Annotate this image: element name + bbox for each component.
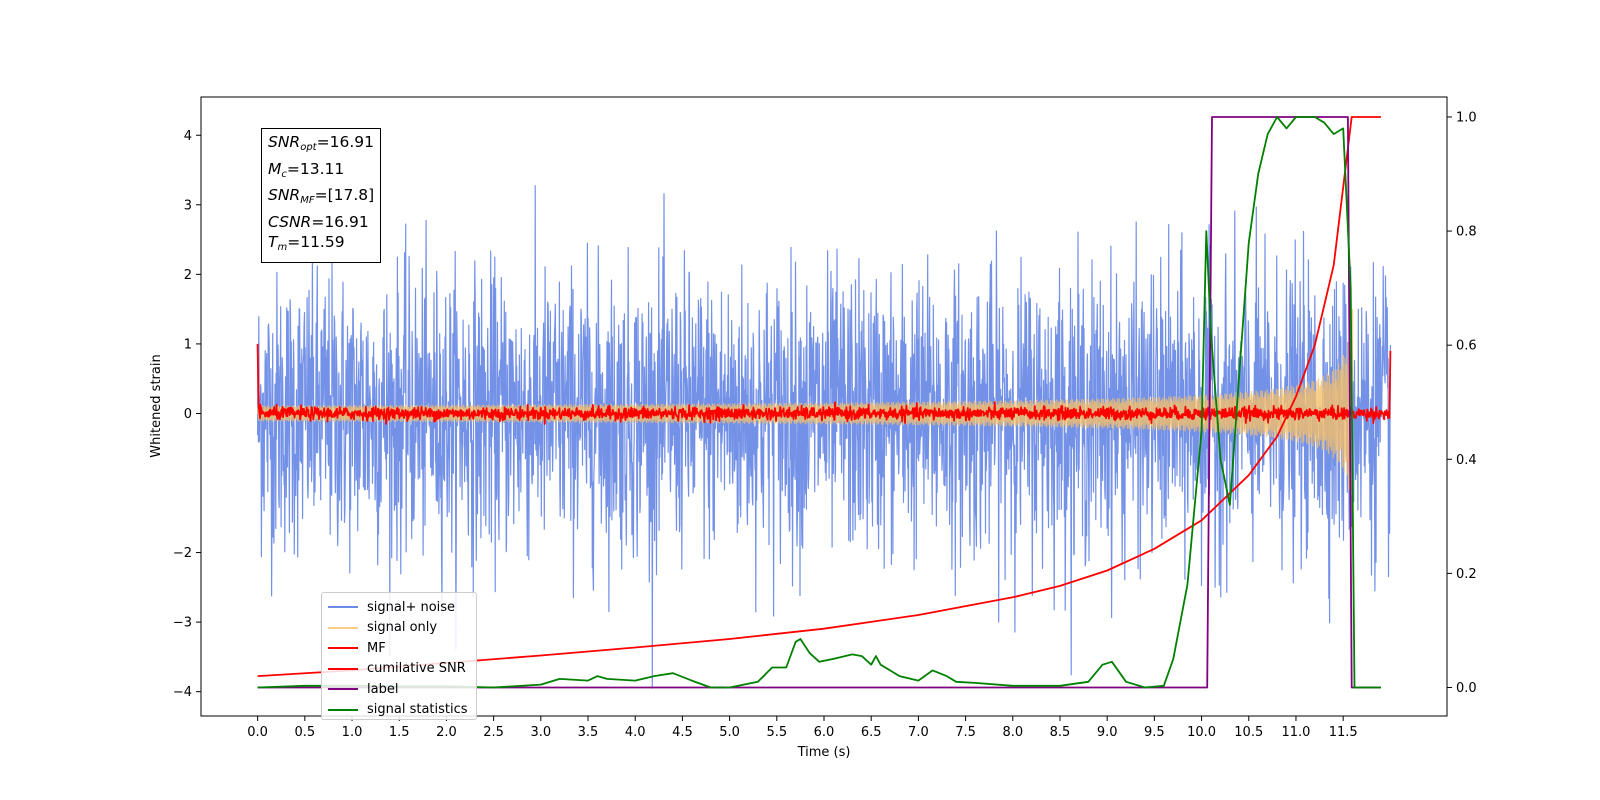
annotation-box: SNRopt=16.91 Mc=13.11 SNRMF=[17.8] CSNR=16.…	[261, 128, 382, 263]
annotation-symbol: SNR	[268, 133, 301, 151]
annotation-symbol: M	[268, 159, 282, 178]
legend-label: cumilative SNR	[367, 661, 466, 677]
annotation-symbol: CSNR	[268, 212, 312, 231]
series-signal-statistics	[257, 116, 1381, 689]
legend-label: label	[367, 681, 399, 697]
annotation-subscript: opt	[300, 142, 317, 153]
y2-tick-label: 0.8	[1456, 225, 1477, 240]
legend-item: cumilative SNR	[328, 659, 470, 680]
x-axis-ticks: 0.0 0.5 1.0 1.5 2.0 2.5 3.0 3.5 4.0 4.5 5.0 5.5 6.0 6…	[247, 716, 1358, 740]
annotation-value: =11.59	[287, 233, 345, 251]
y-tick-label: 4	[184, 129, 192, 144]
legend-swatch	[328, 606, 358, 609]
x-tick-label: 7.5	[955, 725, 976, 740]
legend-label: signal only	[367, 620, 438, 636]
annotation-subscript: MF	[300, 195, 315, 206]
y2-tick-label: 1.0	[1456, 110, 1477, 125]
x-tick-label: 6.5	[861, 725, 882, 740]
annotation-symbol: SNR	[268, 186, 301, 204]
legend-swatch	[328, 688, 358, 691]
legend-label: signal statistics	[367, 702, 468, 718]
x-tick-label: 10.0	[1187, 725, 1216, 740]
x-tick-label: 8.0	[1002, 725, 1023, 740]
x-tick-label: 9.0	[1097, 725, 1118, 740]
annotation-line: SNRMF=[17.8]	[268, 185, 374, 212]
y-tick-label: −4	[173, 685, 192, 700]
x-tick-label: 9.5	[1144, 725, 1165, 740]
legend-item: signal+ noise	[328, 597, 470, 618]
legend-item: MF	[328, 638, 470, 659]
annotation-symbol: T	[268, 233, 278, 251]
y2-tick-label: 0.0	[1456, 681, 1477, 696]
annotation-line: Tm=11.59	[268, 232, 374, 259]
x-axis-label: Time (s)	[797, 745, 851, 760]
annotation-value: =[17.8]	[314, 186, 375, 204]
legend-label: signal+ noise	[367, 599, 456, 615]
y2-tick-label: 0.4	[1456, 453, 1477, 468]
annotation-line: SNRopt=16.91	[268, 132, 374, 159]
x-tick-label: 3.5	[578, 725, 599, 740]
annotation-subscript: c	[281, 168, 287, 180]
legend-swatch	[328, 708, 358, 711]
annotation-line: Mc=13.11	[268, 159, 374, 186]
plot-area	[256, 116, 1392, 689]
x-tick-label: 11.5	[1329, 725, 1358, 740]
y-tick-label: −2	[173, 546, 192, 561]
annotation-line: CSNR=16.91	[268, 212, 374, 233]
y-tick-label: 2	[184, 268, 192, 283]
y2-tick-label: 0.2	[1456, 567, 1477, 582]
y2-tick-label: 0.6	[1456, 339, 1477, 354]
annotation-value: =13.11	[286, 159, 345, 178]
x-tick-label: 1.5	[389, 725, 410, 740]
x-tick-label: 2.0	[436, 725, 457, 740]
legend-swatch	[328, 667, 358, 670]
x-tick-label: 10.5	[1234, 725, 1263, 740]
annotation-value: =16.91	[311, 212, 369, 231]
annotation-subscript: m	[277, 242, 288, 253]
y-tick-label: −3	[173, 616, 192, 631]
y-axis-ticks: 4 3 2 1 0 −2 −3 −4	[173, 129, 201, 700]
y-tick-label: 0	[184, 407, 192, 422]
series-cumilative-snr	[257, 116, 1381, 677]
legend-item: label	[328, 679, 470, 700]
y-axis-label: Whitened strain	[149, 354, 164, 457]
x-tick-label: 2.5	[483, 725, 504, 740]
legend-swatch	[328, 647, 358, 650]
y-tick-label: 1	[184, 337, 192, 352]
x-tick-label: 7.0	[908, 725, 929, 740]
legend-label: MF	[367, 640, 386, 656]
x-tick-label: 5.5	[766, 725, 787, 740]
legend-item: signal statistics	[328, 700, 470, 721]
x-tick-label: 1.0	[342, 725, 363, 740]
series-signal-noise	[257, 185, 1391, 689]
x-tick-label: 0.0	[247, 725, 268, 740]
x-tick-label: 3.0	[530, 725, 551, 740]
x-tick-label: 5.0	[719, 725, 740, 740]
x-tick-label: 11.0	[1281, 725, 1310, 740]
legend-item: signal only	[328, 618, 470, 639]
x-tick-label: 6.0	[814, 725, 835, 740]
y-tick-label: 3	[184, 198, 192, 213]
legend: signal+ noise signal only MF cumilative SNR…	[321, 592, 477, 720]
x-tick-label: 4.0	[625, 725, 646, 740]
x-tick-label: 8.5	[1050, 725, 1071, 740]
x-tick-label: 4.5	[672, 725, 693, 740]
annotation-value: =16.91	[316, 133, 374, 151]
x-tick-label: 0.5	[294, 725, 315, 740]
legend-swatch	[328, 626, 358, 629]
y2-axis-ticks: 1.0 0.8 0.6 0.4 0.2 0.0	[1447, 110, 1477, 696]
